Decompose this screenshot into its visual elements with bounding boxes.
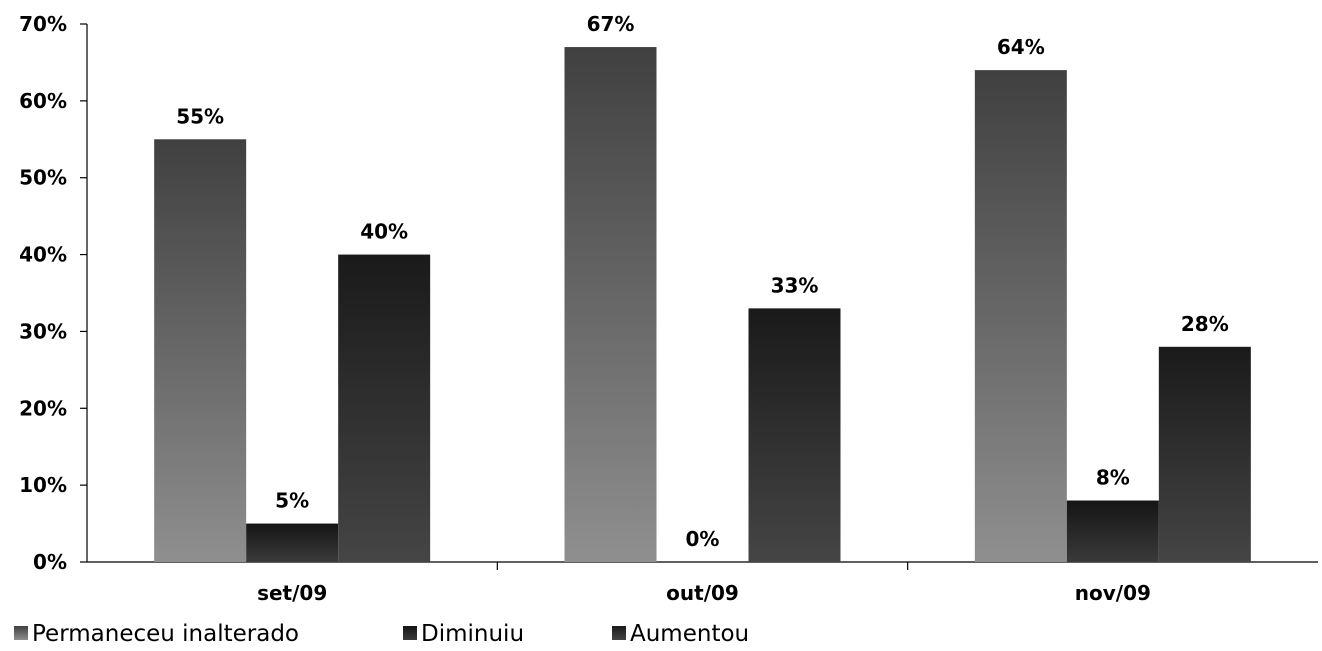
bar <box>1158 346 1251 562</box>
bar <box>246 523 339 562</box>
category-label: nov/09 <box>1075 581 1151 605</box>
category-labels: set/09 out/09 nov/09 <box>257 581 1151 605</box>
data-label: 67% <box>587 12 635 36</box>
data-label: 8% <box>1096 466 1130 490</box>
y-tick-label: 10% <box>19 473 67 497</box>
data-label: 0% <box>686 527 720 551</box>
bars <box>154 47 1251 563</box>
bar <box>974 70 1067 562</box>
y-tick-label: 20% <box>19 396 67 420</box>
data-label: 64% <box>997 35 1045 59</box>
bar <box>564 47 657 563</box>
bar <box>154 139 247 563</box>
y-tick-label: 70% <box>19 12 67 36</box>
category-label: out/09 <box>666 581 739 605</box>
y-tick-label: 30% <box>19 319 67 343</box>
data-labels: 55% 5% 40% 67% 0% 33% 64% 8% 28% <box>176 12 1229 551</box>
legend-label: Diminuiu <box>421 621 524 647</box>
data-label: 55% <box>176 104 224 128</box>
legend-swatch <box>14 626 28 640</box>
y-tick-label: 60% <box>19 89 67 113</box>
data-label: 28% <box>1181 312 1229 336</box>
y-axis-ticks: 0% 10% 20% 30% 40% 50% 60% 70% <box>19 12 87 574</box>
bar <box>1066 500 1159 562</box>
y-tick-label: 0% <box>33 550 67 574</box>
axes <box>86 24 1318 570</box>
legend: Permaneceu inalterado Diminuiu Aumentou <box>14 621 749 647</box>
bar <box>748 308 841 562</box>
legend-swatch <box>403 626 417 640</box>
bar <box>338 254 431 563</box>
data-label: 40% <box>360 220 408 244</box>
category-label: set/09 <box>257 581 327 605</box>
y-tick-label: 40% <box>19 243 67 267</box>
legend-label: Permaneceu inalterado <box>32 621 299 647</box>
legend-label: Aumentou <box>630 621 749 647</box>
data-label: 5% <box>275 489 309 513</box>
legend-swatch <box>612 626 626 640</box>
data-label: 33% <box>771 273 819 297</box>
y-tick-label: 50% <box>19 166 67 190</box>
